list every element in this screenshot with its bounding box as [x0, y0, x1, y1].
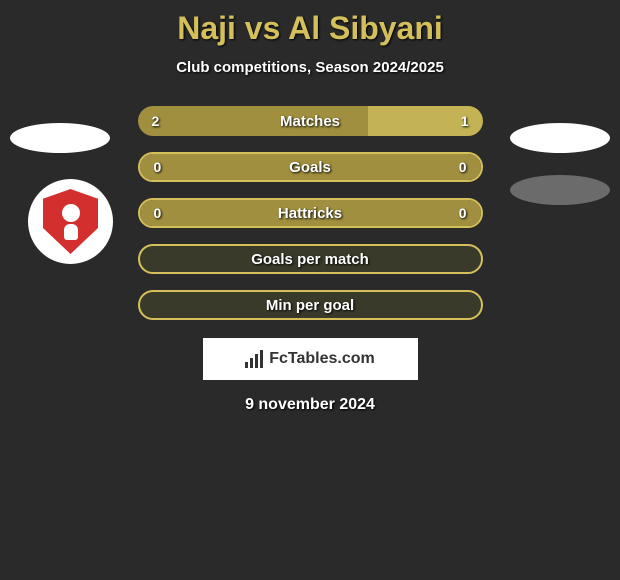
stat-bar-right-value: 0 [310, 154, 481, 180]
stat-bar-label: Goals [289, 159, 331, 176]
date-label: 9 november 2024 [0, 396, 620, 414]
player-avatar-left [10, 123, 110, 153]
watermark: FcTables.com [203, 338, 418, 380]
stat-bar: 00Hattricks [138, 198, 483, 228]
stat-bar-right-value: 1 [368, 106, 483, 136]
player-avatar-right-secondary [510, 175, 610, 205]
stat-bar-full: Min per goal [138, 290, 483, 320]
subtitle: Club competitions, Season 2024/2025 [0, 59, 620, 76]
stat-bar: 21Matches [138, 106, 483, 136]
page-title: Naji vs Al Sibyani [0, 0, 620, 47]
stat-bar-full: Goals per match [138, 244, 483, 274]
stat-bar-label: Hattricks [278, 205, 342, 222]
team-logo-left [28, 179, 113, 264]
shield-icon [43, 189, 98, 254]
stat-bar-label: Matches [280, 113, 340, 130]
watermark-text: FcTables.com [269, 350, 375, 368]
stat-bar-left-value: 0 [140, 154, 311, 180]
player-avatar-right [510, 123, 610, 153]
chart-icon [245, 350, 263, 368]
stat-bar: 00Goals [138, 152, 483, 182]
